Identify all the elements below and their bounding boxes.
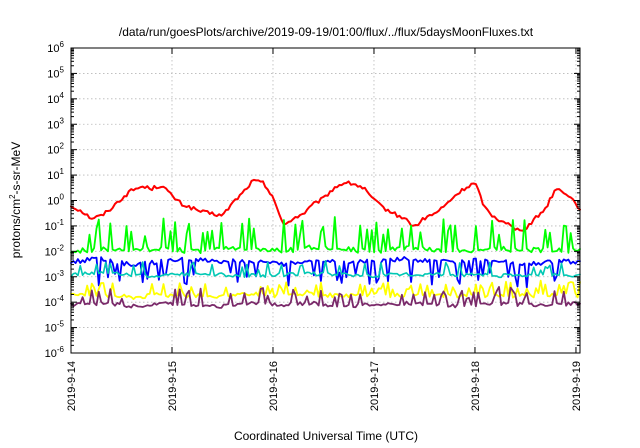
- x-tick-label: 2019-9-16: [268, 361, 280, 411]
- chart-title: /data/run/goesPlots/archive/2019-09-19/0…: [119, 25, 534, 39]
- y-axis-label: protons/cm2-s-sr-MeV: [8, 142, 23, 258]
- x-tick-labels: 2019-9-14 2019-9-15 2019-9-16 2019-9-17 2019…: [66, 361, 583, 411]
- series-line-4: [70, 279, 581, 301]
- x-axis-label: Coordinated Universal Time (UTC): [234, 429, 418, 443]
- ticks-layer: [70, 47, 580, 354]
- x-tick-label: 2019-9-14: [66, 361, 78, 411]
- y-tick-label: 10-5: [45, 320, 65, 335]
- y-tick-label: 101: [47, 167, 64, 182]
- grid-layer: [71, 48, 580, 353]
- y-tick-labels: 10-6 10-5 10-4 10-3 10-2 10-1 100 101 102 103 104 1…: [45, 40, 65, 360]
- y-tick-label: 100: [47, 193, 64, 208]
- x-tick-label: 2019-9-19: [571, 361, 583, 411]
- y-tick-label: 10-2: [45, 243, 65, 258]
- y-tick-label: 10-6: [45, 345, 65, 360]
- series-line-3: [70, 259, 581, 279]
- x-tick-label: 2019-9-15: [167, 361, 179, 411]
- x-tick-label: 2019-9-17: [369, 361, 381, 411]
- y-tick-label: 10-4: [45, 294, 65, 309]
- series-line-1: [70, 216, 581, 255]
- y-tick-label: 106: [47, 40, 64, 55]
- y-tick-label: 103: [47, 116, 64, 131]
- y-tick-label: 102: [47, 142, 64, 157]
- y-tick-label: 105: [47, 65, 64, 80]
- x-tick-label: 2019-9-18: [470, 361, 482, 411]
- series-layer: [70, 178, 581, 309]
- y-tick-label: 10-1: [45, 218, 65, 233]
- y-tick-label: 10-3: [45, 269, 65, 284]
- series-line-0: [70, 178, 581, 232]
- series-line-5: [70, 285, 581, 309]
- y-tick-label: 104: [47, 91, 64, 106]
